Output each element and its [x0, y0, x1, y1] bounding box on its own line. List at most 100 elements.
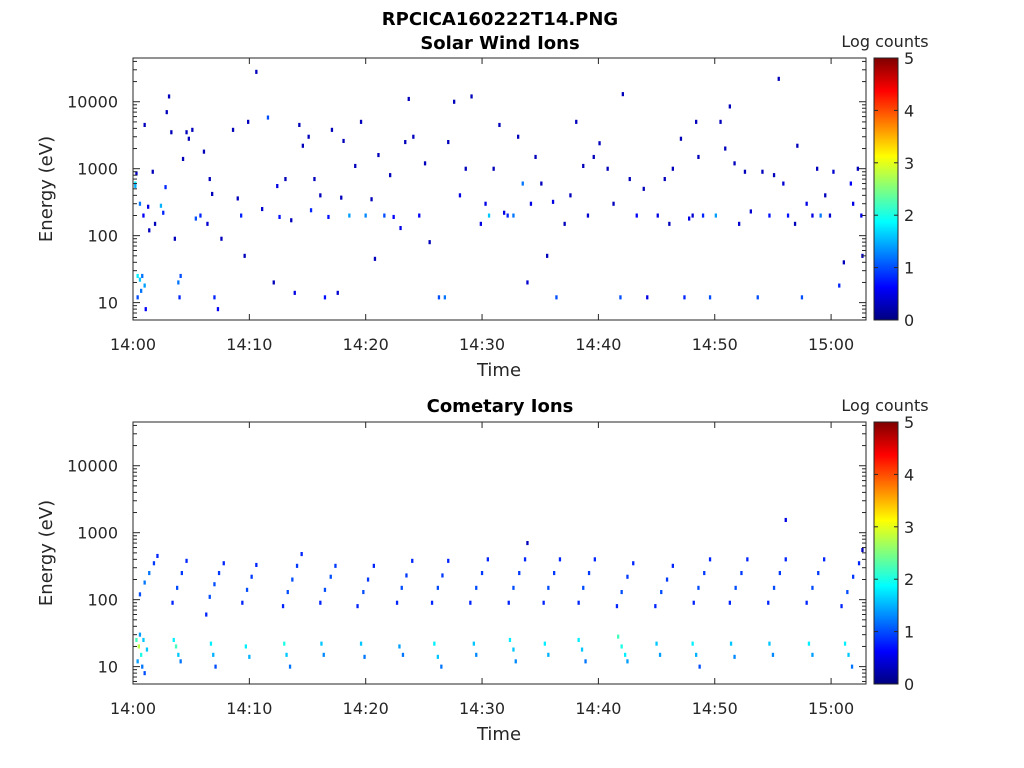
solar-wind-heatmap-cell	[582, 163, 585, 168]
solar-wind-heatmap-cell	[148, 228, 151, 233]
solar-wind-heatmap-cell	[319, 193, 322, 198]
cometary-heatmap-cell	[512, 647, 515, 652]
solar-wind-heatmap-cell	[185, 130, 188, 135]
solar-wind-heatmap-cell	[824, 193, 827, 198]
solar-wind-heatmap-cell	[167, 94, 171, 99]
solar-wind-heatmap-cell	[800, 295, 804, 300]
solar-wind-heatmap-cell	[793, 221, 797, 226]
cometary-heatmap-cell	[617, 634, 620, 639]
solar-wind-heatmap-cell	[293, 290, 296, 295]
solar-wind-heatmap-cell	[512, 213, 515, 218]
cometary-heatmap-cell	[400, 585, 403, 590]
solar-wind-heatmap-cell	[453, 99, 456, 104]
solar-wind-ions-title: Solar Wind Ions	[420, 33, 579, 54]
solar-wind-heatmap-cell	[724, 146, 727, 151]
cometary-heatmap-cell	[209, 641, 213, 646]
cometary-heatmap-cell	[577, 600, 580, 605]
cometary-heatmap-cell	[138, 632, 142, 637]
cometary-heatmap-cell	[469, 600, 472, 605]
solar-wind-heatmap-cell	[708, 295, 712, 300]
solar-wind-heatmap-cell	[199, 213, 202, 218]
solar-wind-y-tick-label: 10	[98, 294, 118, 313]
solar-wind-heatmap-cell	[656, 213, 659, 218]
solar-wind-heatmap-cell	[177, 280, 180, 285]
cometary-colorbar-tick-label: 0	[904, 675, 914, 694]
solar-wind-heatmap-cell	[399, 226, 402, 231]
solar-wind-heatmap-cell	[407, 96, 410, 101]
solar-wind-heatmap-cell	[136, 273, 139, 278]
solar-wind-heatmap-cell	[143, 122, 146, 127]
cometary-heatmap-cell	[213, 582, 216, 587]
solar-wind-x-tick-label: 14:40	[575, 335, 621, 354]
solar-wind-heatmap-cell	[612, 201, 615, 206]
cometary-heatmap-cell	[811, 652, 814, 657]
solar-wind-heatmap-cell	[377, 153, 380, 158]
cometary-heatmap-cell	[817, 571, 820, 576]
solar-wind-heatmap-cell	[307, 134, 310, 139]
solar-wind-heatmap-cell	[330, 127, 334, 132]
solar-wind-heatmap-cell	[370, 197, 373, 202]
solar-wind-heatmap-cell	[290, 218, 293, 223]
cometary-ions-panel: Cometary Ions Log counts Energy (eV) Tim…	[36, 396, 929, 745]
cometary-heatmap-cell	[436, 654, 439, 659]
cometary-heatmap-cell	[654, 604, 657, 609]
cometary-heatmap-cell	[857, 561, 861, 566]
cometary-heatmap-cell	[329, 574, 332, 579]
solar-wind-heatmap-cell	[191, 127, 194, 132]
cometary-heatmap-cell	[447, 558, 450, 563]
figure-title: RPCICA160222T14.PNG	[382, 9, 618, 30]
cometary-heatmap-cell	[320, 641, 323, 646]
solar-wind-heatmap-cell	[464, 166, 467, 171]
solar-wind-heatmap-cell	[143, 283, 146, 288]
cometary-heatmap-cell	[553, 571, 556, 576]
cometary-heatmap-cell	[692, 600, 695, 605]
solar-wind-heatmap-cell	[364, 213, 367, 218]
solar-wind-colorbar-tick-label: 5	[904, 49, 914, 68]
solar-wind-ylabel: Energy (eV)	[36, 136, 57, 242]
solar-wind-heatmap-cell	[646, 295, 649, 300]
cometary-x-tick-label: 14:20	[343, 699, 389, 718]
cometary-y-tick-label: 10	[98, 658, 118, 677]
solar-wind-colorbar-tick-label: 4	[904, 101, 914, 120]
solar-wind-heatmap-cell	[786, 213, 790, 218]
solar-wind-heatmap-cell	[404, 140, 407, 145]
cometary-heatmap-cell	[698, 664, 701, 669]
cometary-heatmap-cell	[323, 587, 327, 592]
solar-wind-heatmap-cell	[551, 199, 555, 204]
solar-wind-heatmap-cell	[348, 213, 351, 218]
solar-wind-heatmap-cell	[138, 277, 142, 282]
solar-wind-heatmap-cell	[811, 213, 814, 218]
cometary-heatmap-cell	[255, 562, 258, 567]
cometary-colorbar-label: Log counts	[841, 396, 928, 415]
solar-wind-y-tick-label: 1000	[77, 160, 118, 179]
solar-wind-heatmap-cell	[761, 169, 764, 174]
solar-wind-colorbar	[873, 57, 899, 321]
cometary-heatmap-cell	[214, 664, 217, 669]
cometary-heatmap-cell	[475, 585, 478, 590]
cometary-heatmap-cell	[281, 604, 285, 609]
solar-wind-heatmap-cell	[683, 295, 686, 300]
cometary-heatmap-cell	[174, 644, 178, 649]
solar-wind-heatmap-cell	[849, 181, 852, 186]
cometary-heatmap-cell	[846, 590, 849, 595]
solar-wind-heatmap-cell	[852, 201, 855, 206]
cometary-heatmap-cell	[695, 652, 698, 657]
cometary-heatmap-cell	[778, 571, 781, 576]
solar-wind-heatmap-cell	[796, 143, 799, 148]
solar-wind-heatmap-cell	[418, 213, 421, 218]
solar-wind-heatmap-cell	[147, 204, 150, 209]
solar-wind-heatmap-cell	[733, 161, 736, 166]
cometary-heatmap-cell	[526, 541, 529, 546]
cometary-heatmap-cell	[626, 574, 629, 579]
cometary-heatmap-cell	[523, 557, 527, 562]
solar-wind-heatmap-cell	[606, 166, 609, 171]
solar-wind-heatmap-cell	[206, 221, 209, 226]
solar-wind-colorbar-tick-label: 3	[904, 154, 914, 173]
cometary-heatmap-cell	[156, 553, 159, 558]
solar-wind-heatmap-cell	[170, 130, 173, 135]
solar-wind-heatmap-cell	[173, 236, 176, 241]
cometary-heatmap-cell	[847, 652, 850, 657]
solar-wind-y-tick-label: 10000	[67, 93, 118, 112]
solar-wind-heatmap-cell	[240, 213, 243, 218]
solar-wind-heatmap-cell	[392, 214, 395, 219]
